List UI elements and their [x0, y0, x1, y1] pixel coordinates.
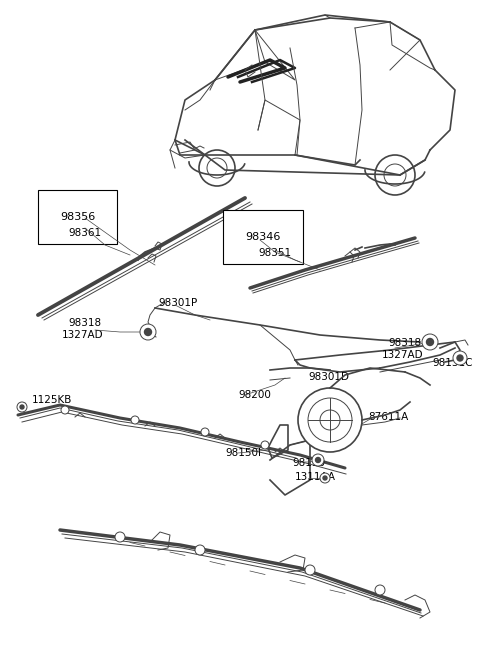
- Text: 9836RH: 9836RH: [60, 198, 101, 208]
- Circle shape: [140, 324, 156, 340]
- Circle shape: [131, 416, 139, 424]
- Text: 1327AD: 1327AD: [62, 330, 104, 340]
- Circle shape: [144, 329, 152, 335]
- Text: 87611A: 87611A: [368, 412, 408, 422]
- Text: 98346: 98346: [245, 232, 280, 242]
- Text: 98356: 98356: [60, 212, 95, 222]
- Text: 98150I: 98150I: [225, 448, 261, 458]
- Text: 9835LH: 9835LH: [245, 218, 285, 228]
- Circle shape: [323, 476, 327, 480]
- Text: 1327AD: 1327AD: [382, 350, 424, 360]
- Text: 98351: 98351: [258, 248, 291, 258]
- Circle shape: [427, 338, 433, 346]
- Circle shape: [422, 334, 438, 350]
- Circle shape: [453, 351, 467, 365]
- Text: 98361: 98361: [68, 228, 101, 238]
- Text: 1311AA: 1311AA: [295, 472, 336, 482]
- Circle shape: [17, 402, 27, 412]
- Circle shape: [320, 410, 340, 430]
- Text: 98318: 98318: [388, 338, 421, 348]
- Circle shape: [199, 150, 235, 186]
- Circle shape: [20, 405, 24, 409]
- Circle shape: [61, 406, 69, 414]
- Text: 98110: 98110: [292, 458, 325, 468]
- Text: 98200: 98200: [238, 390, 271, 400]
- Circle shape: [384, 164, 406, 186]
- Circle shape: [315, 457, 321, 462]
- Text: 98301P: 98301P: [158, 298, 197, 308]
- Circle shape: [375, 155, 415, 195]
- Circle shape: [207, 158, 227, 178]
- Circle shape: [115, 532, 125, 542]
- Circle shape: [261, 441, 269, 449]
- Circle shape: [320, 473, 330, 483]
- Text: 98318: 98318: [68, 318, 101, 328]
- Text: 98301D: 98301D: [308, 372, 349, 382]
- Circle shape: [375, 585, 385, 595]
- Circle shape: [201, 428, 209, 436]
- Circle shape: [457, 355, 463, 361]
- Circle shape: [308, 398, 352, 442]
- Circle shape: [298, 388, 362, 452]
- Circle shape: [305, 565, 315, 575]
- Circle shape: [195, 545, 205, 555]
- Circle shape: [312, 454, 324, 466]
- Text: 1125KB: 1125KB: [32, 395, 72, 405]
- Text: 98131C: 98131C: [432, 358, 472, 368]
